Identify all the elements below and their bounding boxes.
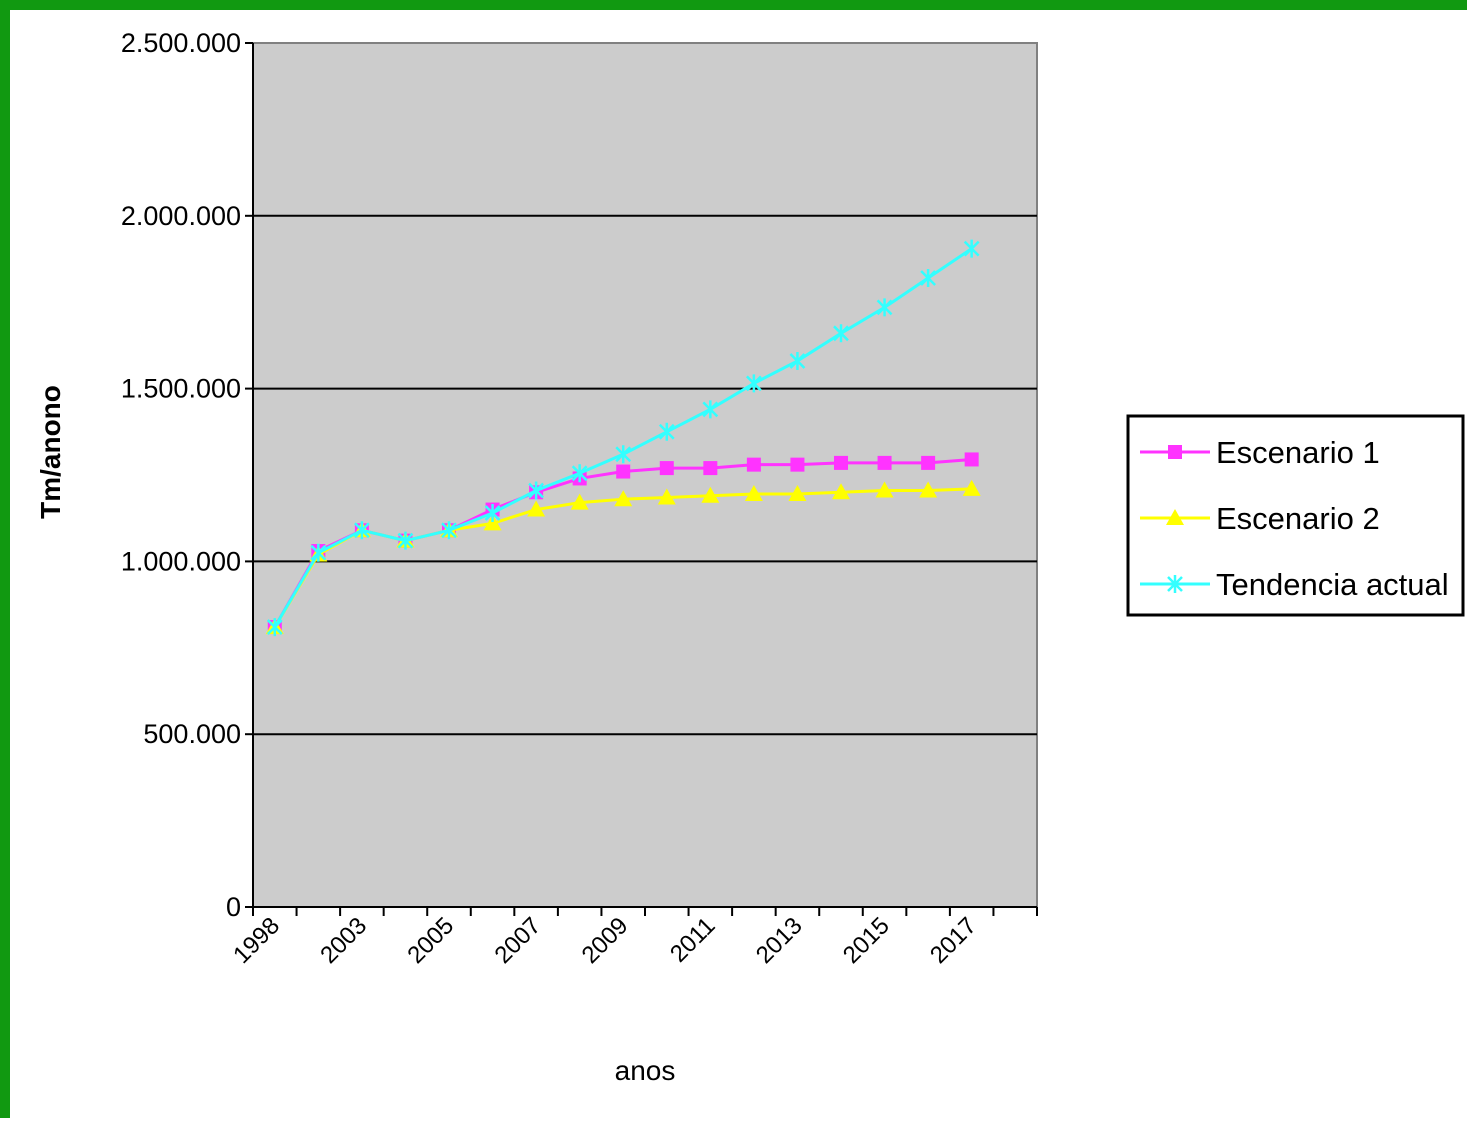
- marker-x: [702, 400, 719, 419]
- marker-x: [789, 351, 806, 370]
- marker-square: [703, 461, 718, 476]
- marker-x: [266, 618, 283, 637]
- legend-label: Escenario 1: [1216, 435, 1380, 470]
- x-tick-label: 2007: [490, 912, 547, 969]
- y-tick-label: 2.000.000: [121, 201, 241, 231]
- x-tick-label: 2003: [315, 912, 372, 969]
- legend-label: Tendencia actual: [1216, 567, 1449, 602]
- y-axis-title: Tm/anono: [35, 385, 66, 519]
- y-axis-ticks: 0 500.000 1.000.000 1.500.000 2.000.000 2.500…: [121, 28, 253, 922]
- plot-area: [252, 42, 1038, 908]
- series-layer: [265, 239, 981, 637]
- marker-x: [441, 521, 457, 540]
- legend-label: Escenario 2: [1216, 501, 1380, 536]
- x-tick-label: 2011: [665, 912, 721, 968]
- x-tick-label: 2005: [402, 912, 459, 969]
- marker-triangle: [962, 479, 981, 496]
- marker-x: [397, 531, 414, 550]
- marker-x: [876, 298, 893, 317]
- marker-square: [834, 455, 848, 470]
- legend-box: [1126, 414, 1465, 617]
- marker-triangle: [570, 493, 589, 510]
- y-tick-label: 1.000.000: [121, 546, 241, 576]
- marker-x: [484, 504, 501, 523]
- marker-x: [528, 481, 544, 500]
- marker-triangle: [483, 514, 502, 531]
- marker-x: [920, 269, 936, 288]
- marker-triangle: [875, 481, 894, 498]
- marker-x: [1167, 575, 1183, 593]
- line-chart: 0 500.000 1.000.000 1.500.000 2.000.000 2.500…: [35, 28, 1465, 1086]
- marker-square: [877, 455, 892, 470]
- marker-triangle: [614, 490, 633, 507]
- marker-x: [571, 464, 588, 483]
- y-tick-label: 0: [226, 892, 241, 922]
- legend: Escenario 1 Escenario 2 Tendencia actual: [1126, 414, 1465, 617]
- marker-triangle: [919, 481, 938, 498]
- y-tick-label: 500.000: [143, 719, 241, 749]
- marker-triangle: [527, 500, 546, 517]
- marker-x: [354, 521, 370, 540]
- x-axis-title: anos: [615, 1055, 676, 1086]
- marker-square: [1168, 445, 1182, 459]
- x-tick-label: 2017: [925, 912, 982, 969]
- marker-x: [615, 445, 632, 464]
- marker-x: [963, 239, 980, 258]
- marker-square: [616, 464, 631, 479]
- marker-triangle: [832, 483, 850, 500]
- marker-square: [964, 452, 979, 467]
- marker-triangle: [657, 488, 676, 505]
- marker-square: [921, 455, 936, 470]
- marker-square: [746, 457, 761, 472]
- y-tick-label: 1.500.000: [121, 374, 241, 404]
- legend-item: Escenario 2: [1140, 501, 1380, 536]
- y-tick-label: 2.500.000: [121, 28, 241, 58]
- marker-triangle: [1166, 509, 1184, 525]
- marker-x: [746, 374, 762, 393]
- marker-triangle: [744, 485, 763, 502]
- series-2: [266, 239, 980, 637]
- x-tick-label: 2009: [577, 912, 634, 969]
- x-tick-label: 2015: [838, 912, 895, 969]
- gridlines: [253, 214, 1037, 736]
- marker-square: [790, 457, 805, 472]
- x-tick-label: 2013: [751, 912, 808, 969]
- marker-square: [659, 461, 674, 476]
- marker-x: [833, 324, 849, 343]
- legend-item: Tendencia actual: [1140, 567, 1449, 602]
- x-axis-ticks: 1998 2003 2005 2007 2009 2011 2013 2015 2017: [228, 907, 1038, 969]
- marker-triangle: [788, 485, 807, 502]
- legend-item: Escenario 1: [1140, 435, 1380, 470]
- marker-x: [310, 543, 327, 562]
- marker-x: [658, 422, 675, 441]
- marker-triangle: [701, 486, 720, 503]
